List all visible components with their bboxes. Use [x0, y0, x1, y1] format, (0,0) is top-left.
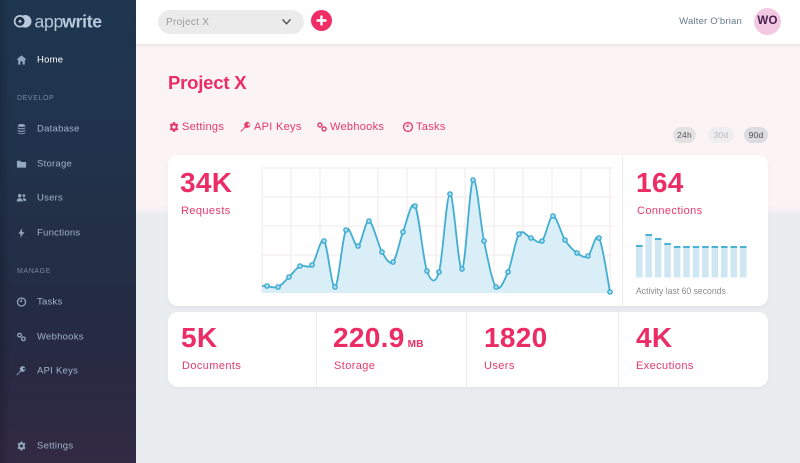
svg-text:app: app	[35, 12, 64, 32]
svg-text:write: write	[61, 12, 102, 32]
